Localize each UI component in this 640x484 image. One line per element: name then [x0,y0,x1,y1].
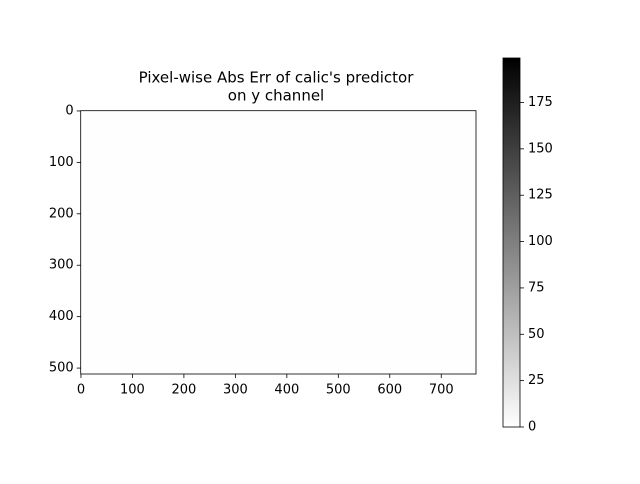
colorbar-tick-label: 25 [528,373,545,388]
x-tick-label: 400 [274,383,299,398]
y-tick-label: 400 [49,309,74,324]
y-tick-label: 300 [49,258,74,273]
x-tick-label: 200 [171,383,196,398]
y-tick-label: 100 [49,155,74,170]
y-tick-label: 0 [65,103,73,118]
colorbar-tick-label: 75 [528,280,545,295]
x-tick-label: 600 [377,383,402,398]
x-tick-label: 700 [429,383,454,398]
y-tick-label: 500 [49,361,74,376]
colorbar-tick-label: 100 [528,234,553,249]
x-tick-label: 500 [326,383,351,398]
chart-subtitle: on y channel [228,87,324,105]
x-tick-label: 300 [223,383,248,398]
colorbar [502,57,521,428]
colorbar-tick-label: 175 [528,95,553,110]
y-tick-label: 200 [49,206,74,221]
colorbar-tick-label: 125 [528,188,553,203]
chart-title: Pixel-wise Abs Err of calic's predictor [139,69,415,87]
x-tick-label: 0 [77,383,85,398]
image-area [80,110,477,375]
colorbar-tick-label: 0 [528,420,536,435]
colorbar-tick-label: 50 [528,327,545,342]
x-tick-label: 100 [120,383,145,398]
colorbar-tick-label: 150 [528,141,553,156]
